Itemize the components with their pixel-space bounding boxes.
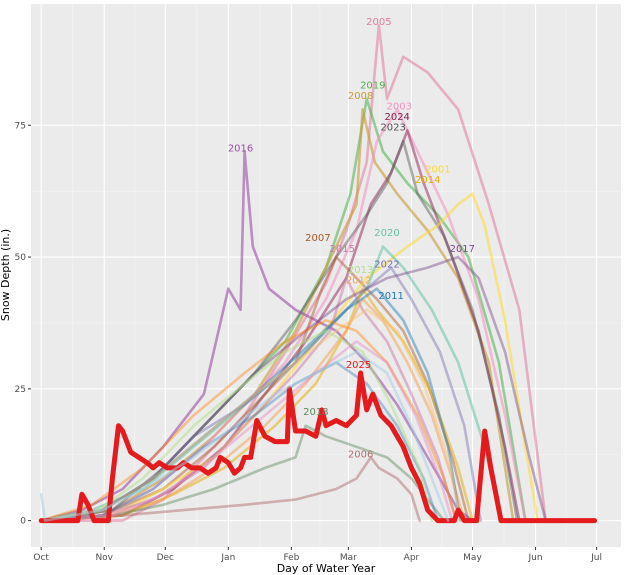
series-line-2020 [39,245,503,522]
year-label-2008: 2008 [348,91,373,102]
x-tick-label: Jul [590,553,602,563]
year-label-2011: 2011 [378,291,403,302]
year-label-2014: 2014 [415,175,440,186]
series-line-2022 [39,266,482,522]
year-label-2023: 2023 [380,123,405,134]
y-tick-label: 50 [15,253,27,263]
year-label-2024: 2024 [384,112,409,123]
series-line-2013 [39,329,434,522]
year-label-2015: 2015 [330,244,355,255]
year-label-2018: 2018 [303,407,328,418]
x-axis: Oct Nov Dec Jan Feb Mar Apr May Jun Jul [33,547,602,563]
series-line-2025 [38,370,598,524]
year-label-2001: 2001 [425,165,450,176]
series-line-2016 [39,150,474,522]
series-line-2004 [39,308,462,522]
series-line-2018 [39,424,446,522]
series-lines [38,23,598,524]
x-tick-label: Oct [33,553,49,563]
x-tick-label: Mar [340,553,357,563]
year-label-2020: 2020 [374,228,399,239]
series-line-2003 [39,108,527,522]
year-label-2017: 2017 [450,244,475,255]
year-label-2025: 2025 [346,360,371,371]
year-label-2013: 2013 [348,265,373,276]
year-label-2016: 2016 [228,144,253,155]
y-tick-label: 75 [15,121,26,131]
x-tick-label: Feb [283,553,299,563]
series-line-2023 [39,139,519,522]
series-line-2015 [39,276,458,522]
year-label-2005: 2005 [366,17,391,28]
year-label-2003: 2003 [387,101,412,112]
x-axis-title: Day of Water Year [277,562,376,575]
year-label-2006: 2006 [348,449,373,460]
series-line-2001 [39,192,539,522]
x-tick-label: Jun [528,553,543,563]
plot-panel [31,4,621,547]
x-tick-label: Nov [95,553,113,563]
series-line-2007 [39,255,470,522]
y-tick-label: 0 [20,517,26,527]
y-axis: 0 25 50 75 [15,121,31,527]
y-axis-title: Snow Depth (in.) [0,229,12,321]
x-tick-label: Dec [157,553,174,563]
x-tick-label: Apr [404,553,420,563]
year-label-2019: 2019 [360,80,385,91]
x-tick-label: Jan [220,553,235,563]
series-line-2002 [39,350,450,522]
year-label-2007: 2007 [305,233,330,244]
series-line-2017 [39,255,548,522]
series-line-2009 [39,318,458,522]
y-tick-label: 25 [15,385,26,395]
year-label-2022: 2022 [374,260,399,271]
year-label-2012: 2012 [346,275,371,286]
series-line-2006 [39,456,421,522]
x-tick-label: May [463,553,482,563]
series-line-2012 [39,297,466,522]
